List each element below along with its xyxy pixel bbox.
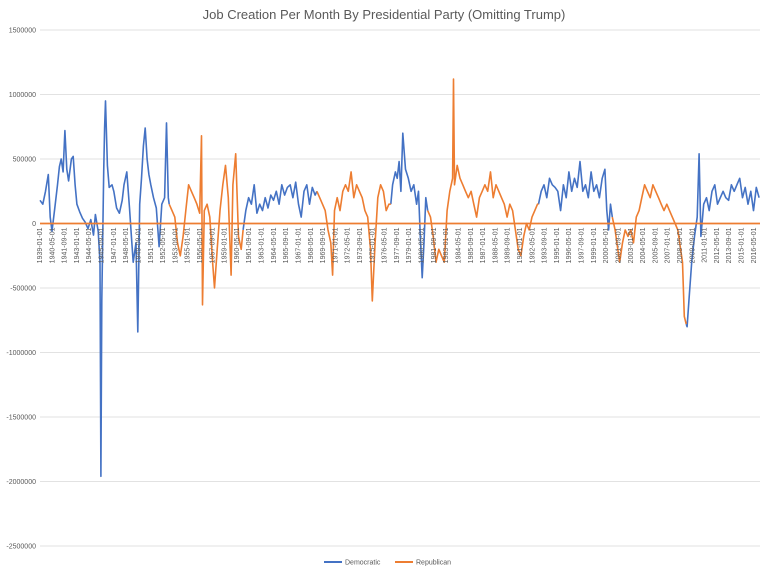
x-tick-label: 1952-05-01 <box>160 227 167 263</box>
x-tick-label: 1959-01-01 <box>222 227 229 263</box>
x-tick-label: 1953-09-01 <box>172 227 179 263</box>
x-tick-label: 1995-01-01 <box>554 227 561 263</box>
y-tick-label: -2500000 <box>6 544 36 551</box>
x-tick-label: 2009-09-01 <box>689 227 696 263</box>
series-line <box>611 184 687 325</box>
series-line <box>168 135 244 306</box>
x-tick-label: 1945-09-01 <box>99 227 106 263</box>
x-tick-label: 1992-05-01 <box>529 227 536 263</box>
x-tick-label: 1947-01-01 <box>111 227 118 263</box>
chart-title: Job Creation Per Month By Presidential P… <box>202 7 566 22</box>
y-tick-label: 1500000 <box>9 28 36 35</box>
x-tick-label: 1939-01-01 <box>37 227 44 263</box>
x-tick-label: 1983-01-01 <box>443 227 450 263</box>
x-tick-label: 1976-05-01 <box>382 227 389 263</box>
legend-label-democratic: Democratic <box>345 560 381 567</box>
x-tick-label: 1963-01-01 <box>259 227 266 263</box>
x-tick-label: 1961-09-01 <box>246 227 253 263</box>
y-tick-label: 1000000 <box>9 92 36 99</box>
x-tick-label: 1991-01-01 <box>517 227 524 263</box>
x-tick-label: 2016-05-01 <box>751 227 758 263</box>
x-tick-label: 1973-09-01 <box>357 227 364 263</box>
series-layer <box>39 78 760 478</box>
x-tick-label: 1949-09-01 <box>136 227 143 263</box>
x-tick-label: 2004-05-01 <box>640 227 647 263</box>
x-tick-label: 1988-05-01 <box>492 227 499 263</box>
series-line <box>316 171 391 302</box>
x-tick-label: 2003-01-01 <box>628 227 635 263</box>
x-tick-label: 2013-09-01 <box>726 227 733 263</box>
y-tick-label: -1000000 <box>6 350 36 357</box>
series-line <box>685 153 760 328</box>
x-tick-label: 1957-09-01 <box>209 227 216 263</box>
x-tick-label: 1980-05-01 <box>419 227 426 263</box>
x-tick-label: 1987-01-01 <box>480 227 487 263</box>
x-tick-label: 1968-05-01 <box>308 227 315 263</box>
y-tick-label: 0 <box>32 221 36 228</box>
x-tick-label: 1996-05-01 <box>566 227 573 263</box>
x-tick-label: 1984-05-01 <box>456 227 463 263</box>
x-tick-label: 1940-05-01 <box>49 227 56 263</box>
x-tick-label: 1964-05-01 <box>271 227 278 263</box>
x-tick-label: 1965-09-01 <box>283 227 290 263</box>
series-republican <box>40 78 760 325</box>
x-tick-label: 2012-05-01 <box>714 227 721 263</box>
x-tick-label: 1989-09-01 <box>505 227 512 263</box>
x-tick-label: 1941-09-01 <box>62 227 69 263</box>
x-tick-label: 1948-05-01 <box>123 227 130 263</box>
y-tick-label: 500000 <box>13 157 36 164</box>
y-tick-label: -500000 <box>10 286 36 293</box>
x-tick-label: 2001-09-01 <box>616 227 623 263</box>
y-tick-label: -2000000 <box>6 479 36 486</box>
series-line <box>426 78 539 263</box>
x-tick-label: 1971-01-01 <box>332 227 339 263</box>
x-tick-label: 1993-09-01 <box>542 227 549 263</box>
x-tick-label: 1975-01-01 <box>369 227 376 263</box>
x-tick-label: 1981-09-01 <box>431 227 438 263</box>
x-tick-label: 2005-09-01 <box>652 227 659 263</box>
series-line <box>537 160 614 231</box>
legend: Democratic Republican <box>324 560 451 567</box>
x-tick-label: 2015-01-01 <box>739 227 746 263</box>
x-tick-label: 1979-01-01 <box>406 227 413 263</box>
x-tick-label: 1977-09-01 <box>394 227 401 263</box>
x-tick-label: 1999-01-01 <box>591 227 598 263</box>
x-tick-label: 2000-05-01 <box>603 227 610 263</box>
x-tick-label: 1943-01-01 <box>74 227 81 263</box>
series-line <box>242 181 318 231</box>
x-tick-label: 1944-05-01 <box>86 227 93 263</box>
series-line <box>390 132 429 279</box>
x-axis-ticks: 1939-01-01 1940-05-01 1941-09-01 1943-01-01… <box>37 227 758 263</box>
y-axis-ticks: 1500000 1000000 500000 0 -500000 -1000000 -150… <box>6 28 36 551</box>
y-tick-label: -1500000 <box>6 415 36 422</box>
series-line <box>39 100 170 478</box>
x-tick-label: 1951-01-01 <box>148 227 155 263</box>
x-tick-label: 1956-05-01 <box>197 227 204 263</box>
x-tick-label: 1969-09-01 <box>320 227 327 263</box>
x-tick-label: 1972-05-01 <box>345 227 352 263</box>
series-democratic <box>39 100 760 478</box>
grid-layer <box>40 29 760 547</box>
x-tick-label: 2011-01-01 <box>702 227 709 262</box>
x-tick-label: 1997-09-01 <box>579 227 586 263</box>
x-tick-label: 2007-01-01 <box>665 227 672 263</box>
x-tick-label: 1967-01-01 <box>296 227 303 263</box>
x-tick-label: 1955-01-01 <box>185 227 192 263</box>
legend-label-republican: Republican <box>416 560 451 567</box>
x-tick-label: 2008-05-01 <box>677 227 684 263</box>
x-tick-label: 1985-09-01 <box>468 227 475 263</box>
x-tick-label: 1960-05-01 <box>234 227 241 263</box>
